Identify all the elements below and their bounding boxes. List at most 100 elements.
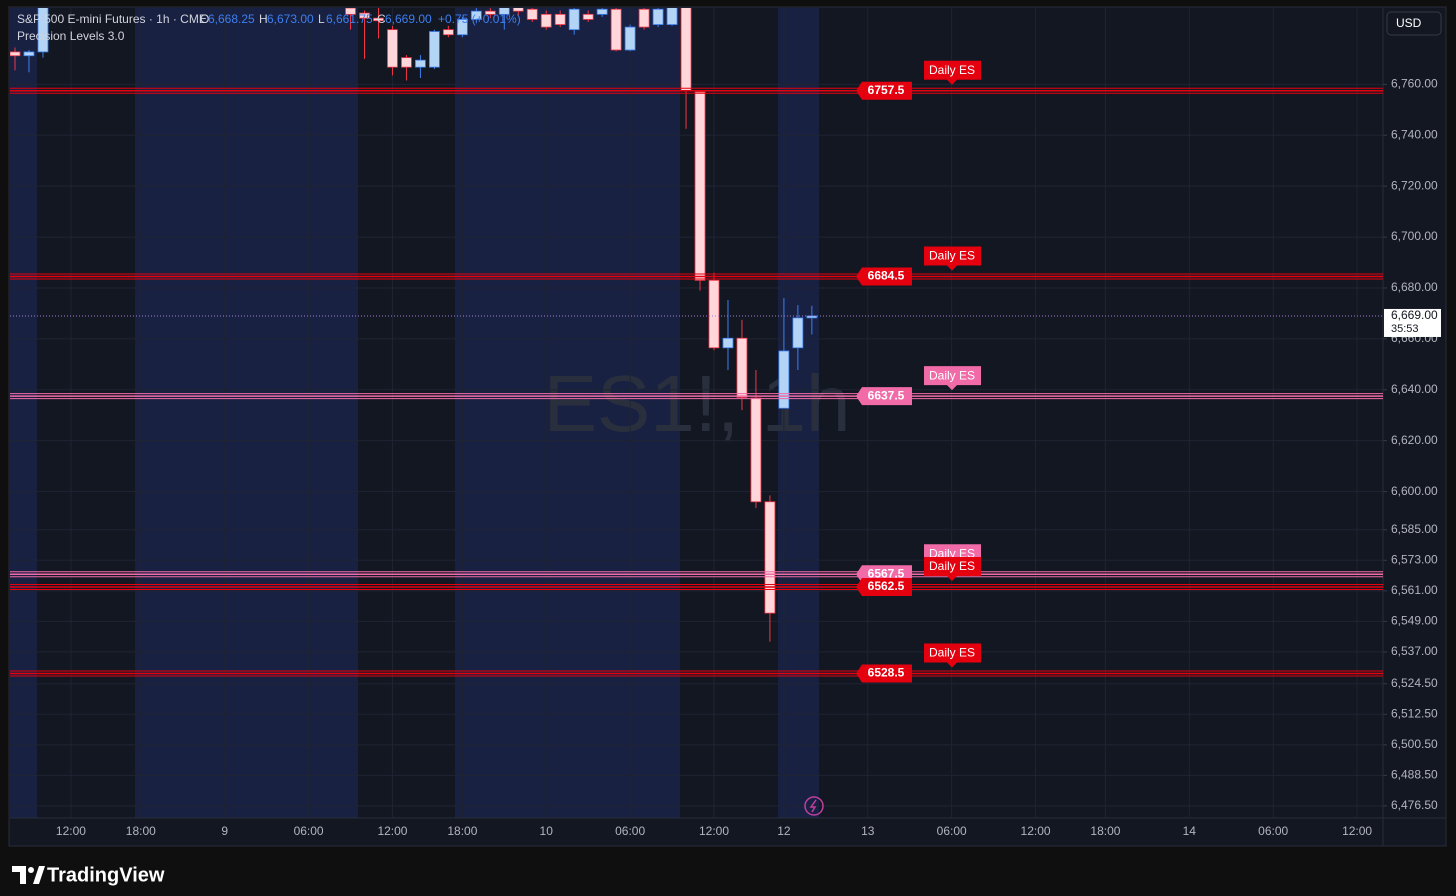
x-tick-label: 06:00 [615,824,645,838]
candle-body [37,8,49,53]
y-tick-label: 6,537.00 [1391,644,1438,658]
x-tick-label: 12:00 [699,824,729,838]
candle-body [442,29,454,36]
ohlc-key: L [318,12,325,26]
y-tick-label: 6,585.00 [1391,522,1438,536]
level-label: 6637.5 [868,388,905,402]
candle-body [512,8,524,12]
y-tick-label: 6,500.50 [1391,737,1438,751]
level-label-box [856,578,912,597]
countdown: 35:53 [1391,323,1419,335]
y-tick-label: 6,573.00 [1391,552,1438,566]
candle-body [554,13,566,25]
logo-mark [33,866,45,884]
y-tick-label: 6,488.50 [1391,768,1438,782]
candle-body [666,8,678,25]
level-label: 6757.5 [868,83,905,97]
y-tick-label: 6,720.00 [1391,178,1438,192]
level-tag-box [924,366,981,391]
x-tick-label: 06:00 [1258,824,1288,838]
brand: TradingView [47,864,165,886]
candle-body [345,8,356,15]
session-shading [10,8,819,818]
ohlc-key: C [377,12,386,26]
x-tick-label: 14 [1183,824,1197,838]
ohlc-key: H [259,12,268,26]
session-band [455,8,680,818]
level-label-box [856,81,912,100]
ohlc-value: 6,669.00 [385,12,432,26]
x-tick-label: 18:00 [126,824,156,838]
ohlc-value: 6,668.25 [208,12,255,26]
candle-body [456,19,468,36]
y-tick-label: 6,524.50 [1391,676,1438,690]
candle-body [401,57,412,68]
x-tick-label: 06:00 [294,824,324,838]
candle-body [470,10,482,20]
x-tick-label: 13 [861,824,875,838]
candle-body [694,91,706,281]
level-tag: Daily ES [929,559,975,573]
y-tick-label: 6,600.00 [1391,484,1438,498]
level-tag-box [924,643,981,668]
x-tick-label: 06:00 [937,824,967,838]
candle-body [722,337,734,349]
candle-body [373,17,384,22]
x-tick-label: 18:00 [1090,824,1120,838]
level-tag: Daily ES [929,368,975,382]
x-tick-label: 18:00 [447,824,477,838]
candle-body [23,51,35,57]
candle-body [484,10,496,15]
levels: 6757.5 Daily ES 6684.5 Daily ES 6637.5 Daily … [10,60,1383,683]
level-tag-box [924,246,981,271]
candle-body [498,8,510,15]
level-label: 6562.5 [868,579,905,593]
x-tick-label: 10 [540,824,554,838]
y-tick-label: 6,561.00 [1391,583,1438,597]
level-tag: Daily ES [929,546,975,560]
ohlc-value: 6,661.75 [326,12,373,26]
y-tick-label: 6,740.00 [1391,127,1438,141]
candle-body [596,8,608,15]
candle-body [10,51,21,57]
currency-button[interactable] [1386,11,1442,36]
candle-body [359,12,370,19]
y-tick-label: 6,640.00 [1391,382,1438,396]
event-icon-bolt [809,799,817,813]
candle-body [428,31,440,68]
level-label: 6528.5 [868,666,905,680]
candles [10,8,818,642]
candle-body [736,337,748,398]
ohlc-key: O [200,12,209,26]
x-tick-label: 12:00 [56,824,86,838]
indicator-name: Precision Levels 3.0 [17,29,125,43]
logo-mark [12,866,26,884]
axes: 6,760.00 6,740.00 6,720.00 6,700.00 6,680.00… [56,77,1441,838]
x-tick-label: 9 [221,824,228,838]
watermark: ES1!, 1h [544,359,851,448]
y-tick-label: 6,620.00 [1391,433,1438,447]
last-price-box [1384,308,1441,337]
header: S&P 500 E-mini Futures · 1h · CME Precis… [17,12,521,43]
level-label: 6684.5 [868,269,905,283]
level-tag-box [924,60,981,85]
session-band [135,8,358,818]
candle-body [652,8,664,25]
y-tick-label: 6,512.50 [1391,706,1438,720]
level-tag-box [924,557,981,582]
event-icon[interactable] [804,796,824,816]
brand-logo [12,866,45,884]
currency: USD [1396,16,1422,30]
level-label: 6567.5 [868,566,905,580]
candle-body [568,8,580,31]
last-price-label: 6,669.00 [1391,308,1438,322]
level-label-box [856,387,912,406]
candle-body [415,59,426,68]
candle-body [526,8,538,20]
candle-body [764,501,776,614]
y-tick-label: 6,549.00 [1391,614,1438,628]
candle-body [750,397,762,503]
level-label-box [856,267,912,286]
